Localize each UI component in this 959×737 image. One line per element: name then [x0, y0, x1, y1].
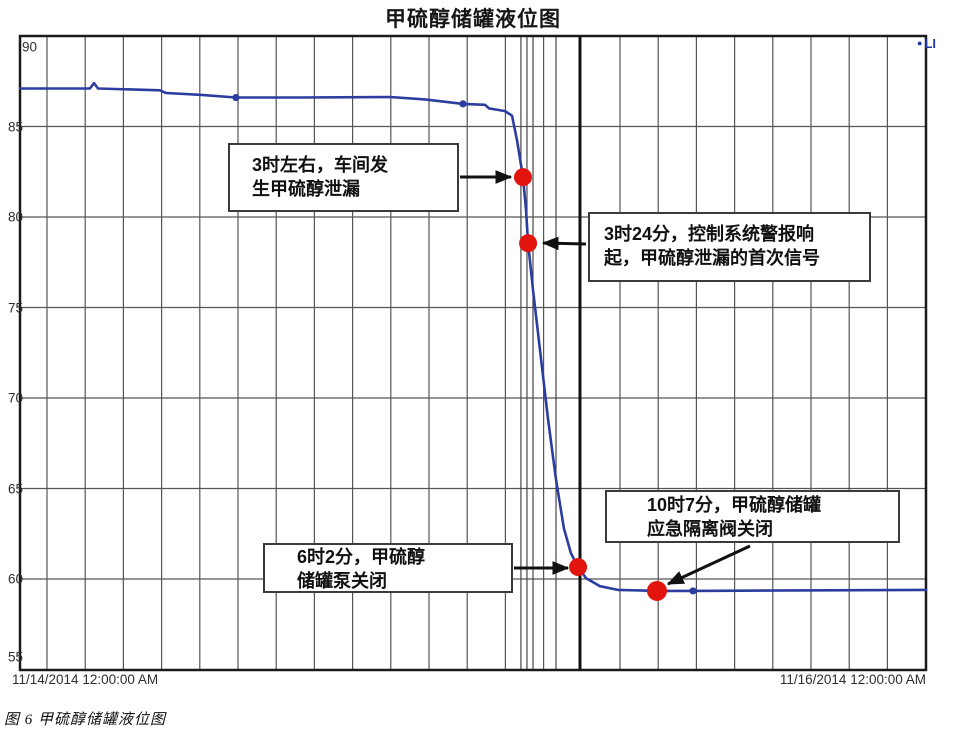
li-level-series — [18, 81, 928, 601]
y-tick-label: 55 — [8, 649, 24, 664]
legend-marker-icon: ● — [917, 38, 923, 48]
y-tick-label: 80 — [8, 209, 24, 225]
y-tick-label: 85 — [8, 119, 24, 134]
event-callout: 10时7分，甲硫醇储罐 应急隔离阀关闭 — [605, 490, 900, 543]
y-tick-label: 90 — [22, 39, 38, 55]
y-tick-label: 65 — [8, 481, 24, 496]
legend-label: LI — [924, 36, 936, 51]
event-callout-text: 10时7分，甲硫醇储罐 — [647, 495, 822, 515]
tank-level-trend-chart — [18, 34, 928, 672]
event-callout: 3时左右，车间发 生甲硫醇泄漏 — [228, 143, 459, 212]
data-marker-dot — [689, 587, 697, 595]
event-dot — [569, 558, 588, 577]
event-callout-text: 6时2分，甲硫醇 — [297, 547, 426, 567]
event-dot — [646, 580, 667, 601]
event-callout-text: 起，甲硫醇泄漏的首次信号 — [604, 247, 820, 268]
event-callout-text: 3时左右，车间发 — [252, 155, 389, 175]
callout-arrow — [666, 544, 751, 586]
y-tick-label: 70 — [8, 390, 24, 406]
x-axis-start-label: 11/14/2014 12:00:00 AM — [12, 672, 159, 687]
y-tick-label: 75 — [8, 300, 24, 315]
chart-title: 甲硫醇储罐液位图 — [385, 8, 561, 31]
event-callout: 6时2分，甲硫醇 储罐泵关闭 — [263, 543, 513, 593]
event-cursor-lines — [520, 36, 582, 670]
callout-arrows — [460, 170, 751, 586]
event-callout: 3时24分，控制系统警报响 起，甲硫醇泄漏的首次信号 — [588, 212, 871, 282]
plot-border-rect — [18, 34, 928, 672]
callout-arrow — [541, 236, 587, 251]
event-dot — [519, 234, 538, 253]
plot-border — [18, 34, 928, 672]
event-callout-text: 生甲硫醇泄漏 — [252, 178, 360, 199]
event-callout-text: 3时24分，控制系统警报响 — [604, 224, 815, 244]
x-axis-end-label: 11/16/2014 12:00:00 AM — [779, 672, 926, 687]
event-callout-text: 储罐泵关闭 — [297, 570, 387, 591]
data-marker-dot — [232, 93, 240, 102]
event-callout-text: 应急隔离阀关闭 — [647, 518, 773, 539]
legend-li: ● LI — [917, 36, 936, 51]
figure-caption: 图 6 甲硫醇储罐液位图 — [4, 712, 167, 728]
data-marker-dot — [459, 100, 467, 108]
y-tick-label: 60 — [8, 571, 24, 587]
event-dot — [513, 168, 532, 187]
